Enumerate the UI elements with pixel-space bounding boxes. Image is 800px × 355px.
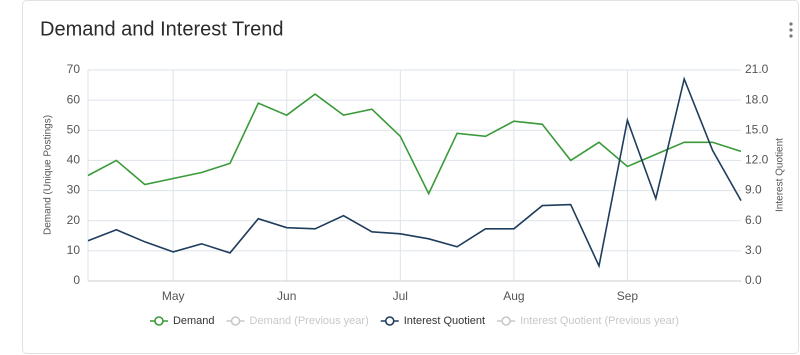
y-tick-label: 30 [67,183,81,197]
legend-marker [154,316,164,326]
x-tick-label: Jun [277,289,296,303]
y2-tick-label: 3.0 [745,243,762,257]
legend-marker [501,316,511,326]
legend-item[interactable]: Interest Quotient [380,315,485,327]
x-tick-label: Sep [617,289,639,303]
legend-item[interactable]: Demand (Previous year) [226,315,369,327]
legend-item[interactable]: Interest Quotient (Previous year) [497,315,679,327]
x-tick-label: Jul [393,289,408,303]
y-tick-label: 70 [67,62,81,76]
y-tick-label: 10 [67,243,81,257]
menu-dot [789,22,793,26]
y-tick-label: 40 [67,153,81,167]
x-tick-label: Aug [503,289,524,303]
y2-tick-label: 9.0 [745,183,762,197]
legend-item[interactable]: Demand [149,315,215,327]
y2-tick-label: 15.0 [745,122,769,136]
y2-tick-label: 21.0 [745,62,769,76]
legend-marker [230,316,241,326]
y-tick-label: 20 [67,213,81,227]
legend-label: Interest Quotient (Previous year) [520,315,679,327]
y2-tick-label: 6.0 [745,213,762,227]
series-line [87,93,742,196]
menu-icon[interactable] [789,22,793,38]
card [22,0,799,354]
legend-label: Demand (Previous year) [250,315,369,327]
x-tick-label: May [162,289,185,303]
y-tick-label: 60 [67,92,81,106]
y2-axis-title: Interest Quotient [775,138,786,212]
menu-dot [789,28,793,32]
y2-tick-label: 12.0 [745,153,769,167]
y-axis-title: Demand (Unique Postings) [43,115,54,235]
y2-tick-label: 18.0 [745,92,769,106]
legend-marker [384,316,395,326]
y-tick-label: 0 [73,273,80,287]
y2-tick-label: 0.0 [745,273,762,287]
series-line [87,76,742,269]
legend-label: Demand [173,315,215,327]
legend-label: Interest Quotient [404,315,485,327]
y-tick-label: 50 [67,122,81,136]
chart-title: Demand and Interest Trend [40,18,283,40]
menu-dot [789,34,793,38]
